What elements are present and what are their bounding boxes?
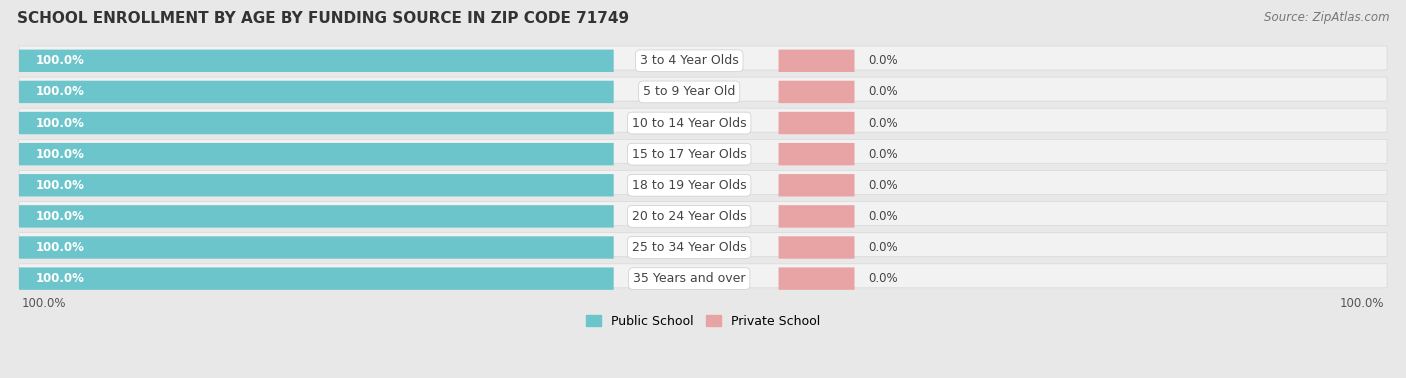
Text: 10 to 14 Year Olds: 10 to 14 Year Olds: [631, 116, 747, 130]
FancyBboxPatch shape: [779, 81, 855, 103]
FancyBboxPatch shape: [779, 205, 855, 228]
Text: 18 to 19 Year Olds: 18 to 19 Year Olds: [631, 179, 747, 192]
FancyBboxPatch shape: [18, 77, 1388, 101]
FancyBboxPatch shape: [779, 236, 855, 259]
FancyBboxPatch shape: [779, 50, 855, 72]
FancyBboxPatch shape: [779, 174, 855, 197]
FancyBboxPatch shape: [18, 139, 1388, 163]
Text: 100.0%: 100.0%: [22, 297, 66, 310]
FancyBboxPatch shape: [18, 264, 1388, 288]
FancyBboxPatch shape: [779, 143, 855, 165]
FancyBboxPatch shape: [20, 81, 613, 103]
Text: 100.0%: 100.0%: [35, 148, 84, 161]
FancyBboxPatch shape: [20, 50, 613, 72]
FancyBboxPatch shape: [18, 46, 1388, 70]
FancyBboxPatch shape: [20, 205, 613, 228]
Text: 100.0%: 100.0%: [35, 85, 84, 98]
Text: 0.0%: 0.0%: [868, 241, 898, 254]
FancyBboxPatch shape: [18, 201, 1388, 226]
Text: 0.0%: 0.0%: [868, 148, 898, 161]
Text: 0.0%: 0.0%: [868, 272, 898, 285]
Text: 25 to 34 Year Olds: 25 to 34 Year Olds: [631, 241, 747, 254]
FancyBboxPatch shape: [18, 170, 1388, 194]
FancyBboxPatch shape: [779, 112, 855, 134]
Text: 0.0%: 0.0%: [868, 179, 898, 192]
FancyBboxPatch shape: [18, 233, 1388, 257]
Text: 100.0%: 100.0%: [35, 179, 84, 192]
Text: 100.0%: 100.0%: [35, 241, 84, 254]
Text: 100.0%: 100.0%: [35, 116, 84, 130]
Text: 0.0%: 0.0%: [868, 116, 898, 130]
Text: 5 to 9 Year Old: 5 to 9 Year Old: [643, 85, 735, 98]
Text: 100.0%: 100.0%: [1340, 297, 1384, 310]
Text: Source: ZipAtlas.com: Source: ZipAtlas.com: [1264, 11, 1389, 24]
Text: 100.0%: 100.0%: [35, 210, 84, 223]
Text: SCHOOL ENROLLMENT BY AGE BY FUNDING SOURCE IN ZIP CODE 71749: SCHOOL ENROLLMENT BY AGE BY FUNDING SOUR…: [17, 11, 628, 26]
Text: 35 Years and over: 35 Years and over: [633, 272, 745, 285]
Text: 0.0%: 0.0%: [868, 54, 898, 67]
Text: 15 to 17 Year Olds: 15 to 17 Year Olds: [631, 148, 747, 161]
Text: 100.0%: 100.0%: [35, 54, 84, 67]
Text: 3 to 4 Year Olds: 3 to 4 Year Olds: [640, 54, 738, 67]
FancyBboxPatch shape: [779, 267, 855, 290]
FancyBboxPatch shape: [20, 236, 613, 259]
Legend: Public School, Private School: Public School, Private School: [581, 310, 825, 333]
Text: 0.0%: 0.0%: [868, 210, 898, 223]
Text: 100.0%: 100.0%: [35, 272, 84, 285]
FancyBboxPatch shape: [18, 108, 1388, 132]
Text: 20 to 24 Year Olds: 20 to 24 Year Olds: [631, 210, 747, 223]
Text: 0.0%: 0.0%: [868, 85, 898, 98]
FancyBboxPatch shape: [20, 174, 613, 197]
FancyBboxPatch shape: [20, 267, 613, 290]
FancyBboxPatch shape: [20, 112, 613, 134]
FancyBboxPatch shape: [20, 143, 613, 165]
